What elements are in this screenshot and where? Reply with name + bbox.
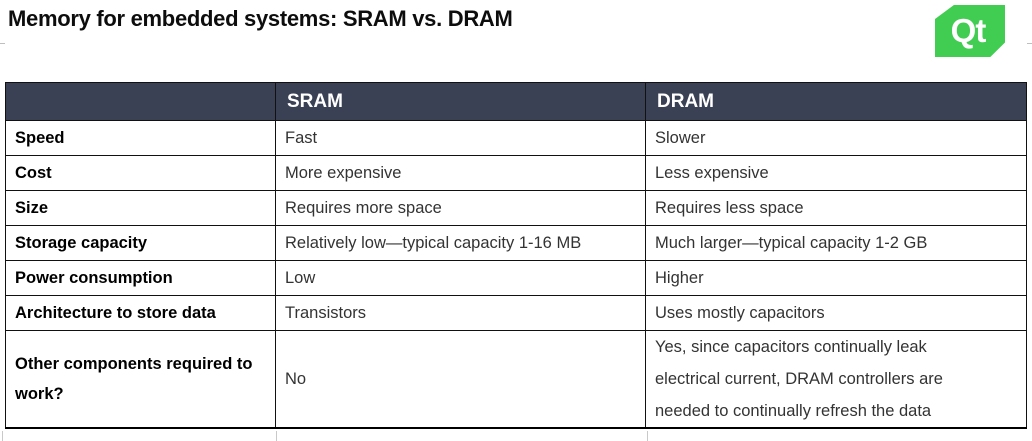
sram-cell: Relatively low—typical capacity 1-16 MB xyxy=(275,225,646,261)
partial-row-border xyxy=(276,431,277,441)
header-cell-sram: SRAM xyxy=(275,82,646,121)
dram-cell: Slower xyxy=(645,120,1027,156)
rule-fragment-left xyxy=(0,43,5,44)
row-label: Speed xyxy=(5,120,276,156)
table-row-storage-capacity: Storage capacity Relatively low—typical … xyxy=(5,225,1027,261)
sram-cell: No xyxy=(275,330,646,429)
rule-fragment-right xyxy=(1027,43,1032,44)
row-label: Architecture to store data xyxy=(5,295,276,331)
dram-cell: Yes, since capacitors continually leak e… xyxy=(645,330,1027,429)
dram-cell-line: Yes, since capacitors continually leak xyxy=(655,338,927,356)
sram-cell: More expensive xyxy=(275,155,646,191)
dram-cell: Higher xyxy=(645,260,1027,296)
sram-cell: Low xyxy=(275,260,646,296)
qt-logo-text: Qt xyxy=(950,11,987,49)
table-row-speed: Speed Fast Slower xyxy=(5,120,1027,156)
header-cell-dram: DRAM xyxy=(645,82,1027,121)
partial-row-border xyxy=(647,431,648,441)
table-row-size: Size Requires more space Requires less s… xyxy=(5,190,1027,226)
dram-cell: Much larger—typical capacity 1-2 GB xyxy=(645,225,1027,261)
table-row-power-consumption: Power consumption Low Higher xyxy=(5,260,1027,296)
dram-cell-line: needed to continually refresh the data xyxy=(655,402,932,420)
sram-cell: Transistors xyxy=(275,295,646,331)
partial-row-border xyxy=(2,431,3,441)
row-label: Cost xyxy=(5,155,276,191)
table-row-cost: Cost More expensive Less expensive xyxy=(5,155,1027,191)
header-row: SRAM DRAM xyxy=(5,82,1027,121)
sram-dram-comparison-table: SRAM DRAM Speed Fast Slower Cost More ex… xyxy=(5,82,1027,429)
row-label: Power consumption xyxy=(5,260,276,296)
dram-cell: Uses mostly capacitors xyxy=(645,295,1027,331)
page-title: Memory for embedded systems: SRAM vs. DR… xyxy=(8,6,513,31)
row-label: Other components required to work? xyxy=(5,330,276,429)
dram-cell: Requires less space xyxy=(645,190,1027,226)
sram-cell: Requires more space xyxy=(275,190,646,226)
qt-logo: Qt xyxy=(935,5,1005,57)
dram-cell: Less expensive xyxy=(645,155,1027,191)
header-cell-feature xyxy=(5,82,276,121)
table-row-architecture: Architecture to store data Transistors U… xyxy=(5,295,1027,331)
dram-cell-line: electrical current, DRAM controllers are xyxy=(655,370,943,388)
row-label: Storage capacity xyxy=(5,225,276,261)
table-row-other-components: Other components required to work? No Ye… xyxy=(5,330,1027,429)
table-header: SRAM DRAM xyxy=(5,82,1027,121)
row-label: Size xyxy=(5,190,276,226)
sram-cell: Fast xyxy=(275,120,646,156)
